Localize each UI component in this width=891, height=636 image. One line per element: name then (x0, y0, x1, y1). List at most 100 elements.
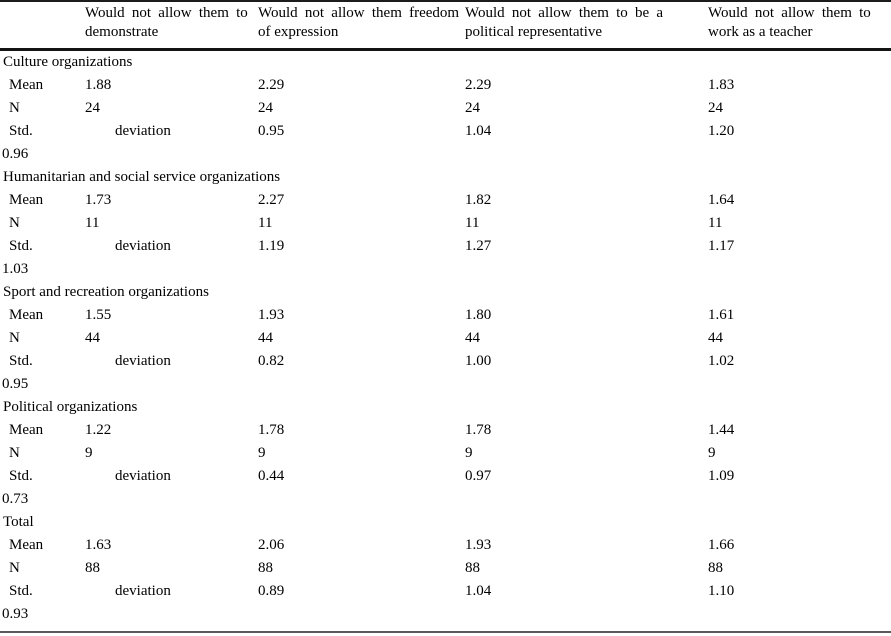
cell-value: 1.93 (258, 307, 285, 323)
cell-value: 1.19 (258, 238, 285, 254)
cell-value: 1.04 (465, 123, 492, 139)
cell-value: 2.29 (465, 77, 492, 93)
cell-value: 0.95 (2, 376, 29, 392)
group-header-row: Political organizations (0, 396, 891, 419)
cell-value: 24 (258, 100, 273, 116)
mean-row: Mean 1.73 2.27 1.82 1.64 (0, 189, 891, 212)
cell-value: 0.97 (465, 468, 492, 484)
cell-value: 88 (85, 560, 100, 576)
row-label: deviation (115, 353, 171, 369)
cell-value: 88 (465, 560, 480, 576)
cell-value: 1.17 (708, 238, 735, 254)
row-label: deviation (115, 238, 171, 254)
column-header-line: Would not allow them to (85, 5, 248, 21)
cell-value: 88 (708, 560, 723, 576)
cell-value: 1.88 (85, 77, 112, 93)
std-row: Std. deviation 0.44 0.97 1.09 (0, 465, 891, 488)
cell-value: 44 (258, 330, 273, 346)
cell-value: 1.55 (85, 307, 112, 323)
row-label: Mean (9, 537, 44, 553)
group-header-row: Total (0, 511, 891, 534)
cell-value: 2.06 (258, 537, 285, 553)
cell-value: 1.27 (465, 238, 492, 254)
row-label: N (9, 445, 20, 461)
column-header-line: demonstrate (85, 24, 159, 40)
row-label: deviation (115, 583, 171, 599)
cell-value: 1.78 (258, 422, 285, 438)
group-name: Sport and recreation organizations (3, 284, 209, 300)
std-wrap-row: 0.93 (0, 603, 891, 626)
cell-value: 1.66 (708, 537, 735, 553)
cell-value: 0.82 (258, 353, 285, 369)
group-name: Culture organizations (3, 54, 133, 70)
n-row: N 9 9 9 9 (0, 442, 891, 465)
row-label: deviation (115, 123, 171, 139)
std-wrap-row: 0.96 (0, 143, 891, 166)
cell-value: 2.29 (258, 77, 285, 93)
row-label: N (9, 560, 20, 576)
column-header-teacher: Would not allow them to work as a teache… (708, 4, 871, 42)
table-body: Culture organizations Mean 1.88 2.29 2.2… (0, 51, 891, 626)
group-name: Total (3, 514, 34, 530)
cell-value: 0.73 (2, 491, 29, 507)
cell-value: 9 (465, 445, 473, 461)
table-rule-header (0, 48, 891, 51)
cell-value: 1.04 (465, 583, 492, 599)
row-label: N (9, 215, 20, 231)
cell-value: 24 (465, 100, 480, 116)
row-label: Mean (9, 307, 44, 323)
cell-value: 1.00 (465, 353, 492, 369)
std-wrap-row: 1.03 (0, 258, 891, 281)
group-header-row: Humanitarian and social service organiza… (0, 166, 891, 189)
row-label: Std. (9, 583, 33, 599)
cell-value: 1.82 (465, 192, 492, 208)
cell-value: 24 (85, 100, 100, 116)
column-header-expression: Would not allow them freedom of expressi… (258, 4, 459, 42)
cell-value: 11 (258, 215, 273, 231)
cell-value: 1.44 (708, 422, 735, 438)
cell-value: 1.61 (708, 307, 735, 323)
column-header-line: political representative (465, 24, 603, 40)
cell-value: 1.03 (2, 261, 29, 277)
n-row: N 11 11 11 11 (0, 212, 891, 235)
cell-value: 24 (708, 100, 723, 116)
cell-value: 1.20 (708, 123, 735, 139)
column-header-line: work as a teacher (708, 24, 813, 40)
n-row: N 44 44 44 44 (0, 327, 891, 350)
row-label: deviation (115, 468, 171, 484)
cell-value: 1.73 (85, 192, 112, 208)
group-name: Political organizations (3, 399, 138, 415)
group-header-row: Culture organizations (0, 51, 891, 74)
cell-value: 0.93 (2, 606, 29, 622)
group-name: Humanitarian and social service organiza… (3, 169, 281, 185)
std-wrap-row: 0.73 (0, 488, 891, 511)
mean-row: Mean 1.55 1.93 1.80 1.61 (0, 304, 891, 327)
cell-value: 1.22 (85, 422, 112, 438)
row-label: Mean (9, 192, 44, 208)
cell-value: 1.83 (708, 77, 735, 93)
cell-value: 44 (708, 330, 723, 346)
column-header-line: Would not allow them to (708, 5, 871, 21)
std-row: Std. deviation 1.19 1.27 1.17 (0, 235, 891, 258)
cell-value: 0.96 (2, 146, 29, 162)
std-row: Std. deviation 0.89 1.04 1.10 (0, 580, 891, 603)
cell-value: 0.44 (258, 468, 285, 484)
cell-value: 1.93 (465, 537, 492, 553)
cell-value: 1.63 (85, 537, 112, 553)
table-rule-bottom (0, 631, 891, 633)
cell-value: 9 (708, 445, 716, 461)
row-label: N (9, 330, 20, 346)
row-label: Std. (9, 353, 33, 369)
cell-value: 9 (258, 445, 266, 461)
cell-value: 1.09 (708, 468, 735, 484)
cell-value: 2.27 (258, 192, 285, 208)
std-row: Std. deviation 0.82 1.00 1.02 (0, 350, 891, 373)
cell-value: 9 (85, 445, 93, 461)
table-rule-top (0, 0, 891, 2)
cell-value: 0.89 (258, 583, 285, 599)
column-header-line: Would not allow them to be a (465, 5, 664, 21)
cell-value: 88 (258, 560, 273, 576)
n-row: N 88 88 88 88 (0, 557, 891, 580)
cell-value: 1.78 (465, 422, 492, 438)
